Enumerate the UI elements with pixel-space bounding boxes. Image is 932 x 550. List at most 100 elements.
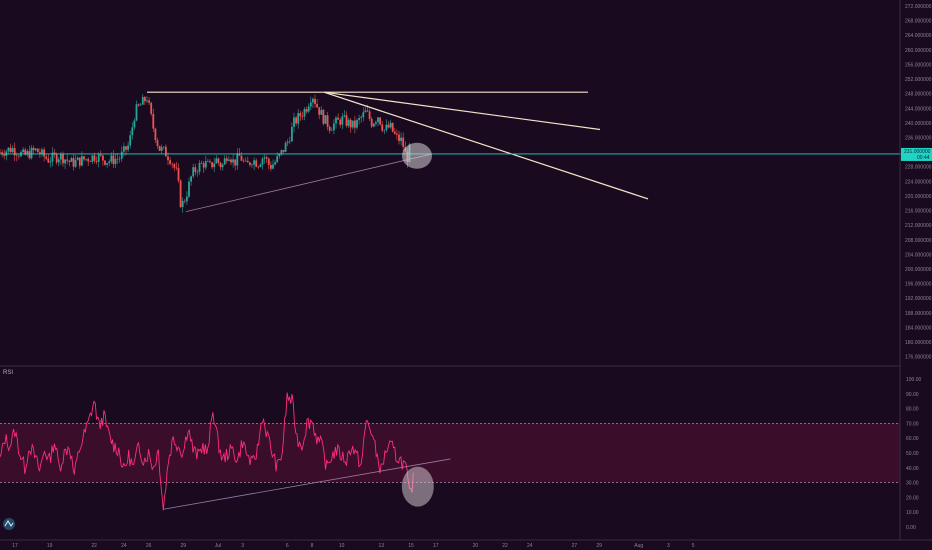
candle-body [85, 158, 87, 160]
candle-body [198, 162, 201, 172]
time-tick-label: 24 [527, 543, 533, 549]
candle-body [45, 156, 48, 159]
rsi-tick-label: 100.00 [906, 377, 922, 383]
candle-body [379, 117, 381, 125]
candle-body [366, 110, 369, 112]
candle-body [137, 104, 140, 106]
candle-body [70, 158, 73, 162]
candle-body [106, 163, 108, 165]
time-tick-label: Jul [215, 543, 221, 549]
candle-body [354, 120, 356, 128]
rsi-tick-label: 60.00 [906, 436, 919, 442]
candle-body [120, 151, 123, 159]
candle-body [72, 158, 75, 167]
candle-body [32, 147, 35, 151]
candle-body [370, 118, 373, 127]
drawing-ascending-support[interactable] [185, 153, 433, 213]
candle-body [81, 156, 83, 166]
drawing-descending-trend-2[interactable] [323, 91, 649, 200]
candle-body [146, 100, 148, 102]
candle-body [240, 155, 243, 161]
rsi-tick-label: 40.00 [906, 466, 919, 472]
rsi-tick-label: 0.00 [906, 525, 916, 531]
price-tick-label: 220.000000 [905, 194, 932, 200]
candle-body [204, 161, 207, 168]
current-price-value: 231.000000 [904, 149, 931, 155]
candle-body [372, 123, 375, 127]
candle-body [230, 159, 232, 163]
rsi-pane[interactable] [0, 392, 900, 511]
candle-body [154, 128, 157, 141]
candle-body [303, 109, 306, 117]
candle-body [305, 109, 308, 112]
candle-body [200, 162, 203, 164]
candle-body [190, 176, 192, 182]
candle-body [152, 113, 155, 129]
candle-body [5, 151, 8, 156]
candle-body [320, 110, 323, 115]
candle-body [364, 110, 367, 113]
drawing-descending-trend-1[interactable] [323, 91, 601, 131]
candle-body [1, 152, 3, 155]
candle-body [358, 117, 360, 120]
current-price-badge [901, 147, 932, 161]
candle-body [368, 111, 371, 119]
candle-body [108, 161, 111, 164]
drawing-rsi-support[interactable] [163, 458, 451, 510]
candle-body [276, 156, 279, 163]
candle-body [87, 158, 90, 162]
time-tick-label: 17 [433, 543, 439, 549]
candle-body [162, 146, 165, 148]
candle-body [173, 164, 176, 168]
price-tick-label: 244.000000 [905, 106, 932, 112]
candle-body [391, 122, 394, 132]
candle-body [102, 155, 104, 161]
candle-body [133, 120, 136, 128]
highlight-ellipse[interactable] [402, 142, 432, 169]
candle-body [246, 160, 249, 163]
candle-body [255, 160, 258, 167]
tradingview-logo-icon[interactable] [3, 518, 15, 530]
time-tick-label: 22 [502, 543, 508, 549]
rsi-label: RSI [3, 370, 13, 376]
candle-body [116, 158, 119, 160]
candle-body [286, 141, 289, 143]
candle-body [55, 154, 58, 163]
candle-body [234, 159, 237, 166]
candle-body [68, 160, 71, 162]
price-tick-label: 216.000000 [905, 209, 932, 215]
candle-body [22, 149, 24, 152]
candle-body [236, 153, 239, 166]
candle-body [343, 115, 346, 117]
candle-body [261, 158, 264, 165]
price-tick-label: 184.000000 [905, 325, 932, 331]
candle-body [93, 155, 96, 161]
candle-body [347, 119, 350, 126]
price-tick-label: 176.000000 [905, 355, 932, 361]
candle-body [18, 155, 20, 157]
candle-body [188, 181, 190, 197]
price-tick-label: 272.000000 [905, 4, 932, 10]
price-tick-label: 252.000000 [905, 77, 932, 83]
candle-body [95, 160, 98, 162]
candle-body [131, 127, 134, 136]
time-tick-label: 13 [379, 543, 385, 549]
candle-body [295, 117, 297, 124]
time-axis: 17 19 22 24 26 29 Jul 3 6 8 10 13 15 17 20 22 24 27 29 Aug 3… [0, 539, 932, 549]
time-tick-label: 27 [572, 543, 578, 549]
candle-body [213, 163, 216, 168]
candle-body [3, 154, 6, 156]
candle-body [192, 167, 195, 177]
price-pane[interactable] [0, 91, 932, 213]
price-tick-label: 268.000000 [905, 19, 932, 25]
candle-body [76, 157, 79, 161]
candle-body [41, 149, 43, 155]
candle-body [288, 141, 291, 142]
candle-body [345, 115, 348, 126]
candle-body [402, 137, 405, 147]
candle-body [175, 167, 178, 169]
rsi-highlight-ellipse[interactable] [401, 466, 434, 507]
candle-body [110, 155, 113, 162]
candle-body [312, 98, 314, 103]
